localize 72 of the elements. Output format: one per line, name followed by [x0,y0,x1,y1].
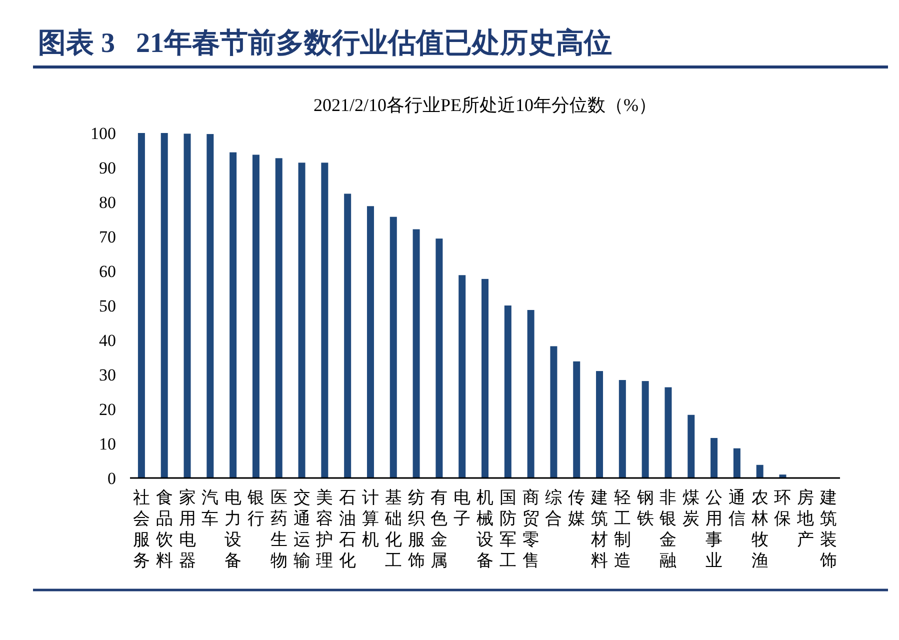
x-tick-label: 银行 [246,488,264,528]
chart-title: 图表 3 21年春节前多数行业估值已处历史高位 [38,27,612,59]
bar [550,346,558,478]
x-tick-label: 有色金属 [430,488,448,570]
y-tick-label: 30 [99,366,116,384]
x-tick-label: 汽车 [202,488,219,528]
bar [573,361,580,478]
x-tick-label: 通信 [728,488,746,528]
x-tick-label: 计算机 [362,488,379,549]
bar [458,275,466,478]
bar [504,306,512,478]
bar [275,158,282,478]
bar [298,162,306,478]
bar [206,134,214,478]
x-tick-label: 社会服务 [132,488,150,570]
bar [252,154,260,478]
bar [436,238,443,478]
bar [138,133,145,478]
chart-subtitle: 2021/2/10各行业PE所处近10年分位数（%） [313,95,657,115]
bar [664,387,672,478]
x-tick-label: 交通运输 [293,488,310,570]
x-tick-label: 轻工制造 [614,488,631,570]
bar [230,152,237,478]
y-tick-label: 20 [99,400,116,419]
x-tick-label: 公用事业 [706,488,723,570]
y-tick-label: 0 [108,469,116,488]
x-tick-label: 基础化工 [384,488,402,570]
x-tick-label: 食品饮料 [154,488,173,570]
x-tick-label: 房地产 [796,488,814,549]
bar [412,229,420,478]
x-tick-label: 建筑材料 [590,488,608,570]
bar [160,133,168,478]
x-tick-label: 环保 [774,488,792,528]
x-tick-label: 纺织服饰 [406,488,425,570]
x-tick-label: 医药生物 [270,488,288,570]
x-tick-label: 煤炭 [682,488,700,528]
x-tick-label: 综合 [545,488,562,528]
x-tick-label: 钢铁 [636,488,654,528]
x-tick-label: 建筑装饰 [819,488,838,570]
y-tick-label: 60 [99,262,116,281]
y-tick-label: 70 [99,228,116,246]
y-tick-label: 100 [90,124,116,143]
bar [688,414,695,478]
x-tick-label: 家用电器 [178,488,196,570]
bar [756,464,764,478]
bar [366,206,374,478]
bar [527,310,534,478]
x-tick-label: 电力设备 [224,488,242,570]
bar [618,380,626,478]
bar [642,381,649,478]
x-tick-label: 美容护理 [315,488,334,570]
x-tick-label: 商贸零售 [522,488,540,570]
bar [344,194,352,478]
y-tick-label: 80 [99,193,116,212]
y-tick-label: 40 [99,331,116,350]
x-tick-label: 电子 [454,488,471,528]
bar [184,134,191,478]
bar [482,278,488,478]
bar [390,216,397,478]
bar [710,438,718,478]
bar [596,371,604,478]
bar [733,448,740,478]
y-tick-label: 50 [99,296,116,316]
x-tick-label: 农林牧渔 [750,488,768,570]
x-tick-label: 非银金融 [658,488,677,570]
x-tick-label: 国防军工 [499,488,516,570]
x-tick-label: 传媒 [568,488,586,528]
x-tick-label: 机械设备 [476,488,494,570]
x-tick-label: 石油石化 [339,488,356,570]
y-tick-label: 10 [99,434,116,454]
y-tick-label: 90 [99,158,116,178]
bar [321,162,328,478]
